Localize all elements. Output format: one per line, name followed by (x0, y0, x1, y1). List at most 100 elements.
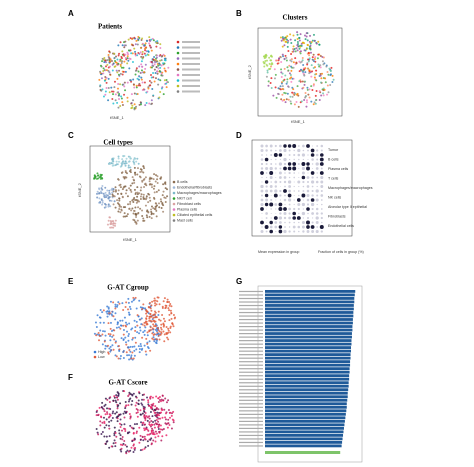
cell-dot (129, 37, 132, 40)
dot-plot-dot (320, 175, 324, 180)
cell-dot (105, 81, 108, 84)
cell-dot (148, 178, 151, 181)
cell-dot (148, 215, 151, 218)
cell-dot (133, 92, 136, 95)
cell-dot (151, 87, 154, 90)
cell-dot (143, 329, 146, 332)
cell-dot (119, 72, 122, 75)
cell-dot (140, 78, 143, 81)
cell-dot (97, 174, 100, 177)
cell-dot (304, 38, 307, 41)
cell-dot (104, 413, 107, 416)
dot-plot-dot (283, 162, 287, 166)
dot-plot-dot (307, 181, 309, 183)
dot-plot-dot (260, 198, 264, 202)
cell-dot (134, 50, 137, 53)
cell-dot (128, 187, 131, 190)
cell-dot (103, 330, 106, 333)
cell-dot (122, 83, 125, 86)
cell-dot (129, 424, 132, 427)
bar (265, 342, 352, 346)
cell-dot (126, 51, 129, 54)
cell-dot (150, 208, 153, 211)
cell-dot (319, 66, 322, 69)
cell-dot (144, 67, 147, 70)
cell-dot (167, 331, 170, 334)
dot-plot-dot (283, 180, 287, 184)
cell-dot (108, 50, 111, 53)
dot-plot-dot (297, 202, 301, 207)
cell-dot (121, 302, 124, 305)
cell-dot (150, 99, 153, 102)
dot-plot-dot (265, 212, 268, 215)
dot-plot-dot (283, 198, 287, 202)
cell-dot (123, 212, 126, 215)
cell-dot (164, 307, 167, 310)
cell-dot (100, 198, 103, 201)
dot-plot-dot (288, 230, 291, 233)
dot-plot-dot (261, 154, 263, 156)
cell-dot (124, 40, 127, 43)
cell-dot (113, 329, 116, 332)
dot-plot-dot (315, 207, 319, 211)
dot-plot-dot (321, 221, 323, 224)
dot-plot-dot (297, 145, 300, 147)
cell-dot (101, 201, 104, 204)
dot-plot-dot (284, 185, 286, 188)
dot-plot-dot (306, 185, 310, 188)
dot-plot-dot (315, 221, 319, 224)
cell-dot (137, 78, 140, 81)
cell-dot (298, 80, 301, 83)
cell-dot (319, 64, 322, 67)
legend-label: Plasma cells (177, 207, 197, 211)
cell-dot (124, 336, 127, 339)
cell-dot (141, 37, 144, 40)
cell-dot (146, 322, 149, 325)
cell-dot (308, 72, 311, 75)
dot-plot-dot (292, 144, 297, 148)
cell-dot (128, 322, 131, 325)
cell-dot (140, 55, 143, 58)
cell-dot (133, 86, 136, 89)
cell-dot (104, 78, 107, 81)
cell-dot (163, 67, 166, 70)
cell-dot (172, 313, 175, 316)
bar-label-stub (239, 336, 263, 338)
cell-dot (107, 416, 110, 419)
cell-dot (94, 175, 97, 178)
cell-dot (100, 77, 103, 80)
cell-dot (152, 316, 155, 319)
cell-dot (286, 66, 289, 69)
cell-dot (120, 62, 123, 65)
dot-plot-dot (264, 180, 269, 184)
bar-label-stub (239, 343, 263, 345)
cell-dot (277, 93, 280, 96)
cell-dot (300, 100, 303, 103)
cell-dot (168, 423, 171, 426)
cell-dot (127, 354, 130, 357)
cell-dot (327, 73, 330, 76)
cell-dot (297, 105, 300, 108)
cell-dot (105, 65, 108, 68)
cell-dot (158, 206, 161, 209)
dot-plot-dot (297, 162, 300, 166)
bar-label-stub (239, 417, 263, 419)
cell-dot (112, 334, 115, 337)
dot-plot-dot (264, 193, 269, 198)
cell-dot (119, 65, 122, 68)
cell-dot (101, 421, 104, 424)
dot-plot-dot (310, 198, 315, 202)
bar-label-stub (239, 378, 263, 380)
cell-dot (99, 190, 102, 193)
dot-plot-dot (269, 166, 273, 171)
dot-plot-dot (278, 202, 283, 207)
dot-plot-dot (288, 203, 291, 206)
cell-dot (154, 405, 157, 408)
cell-dot (146, 419, 149, 422)
cell-dot (113, 86, 116, 89)
cell-dot (296, 92, 299, 95)
dot-plot-dot (301, 202, 305, 207)
dot-plot-dot (265, 172, 268, 174)
dot-plot-dot (288, 207, 291, 211)
